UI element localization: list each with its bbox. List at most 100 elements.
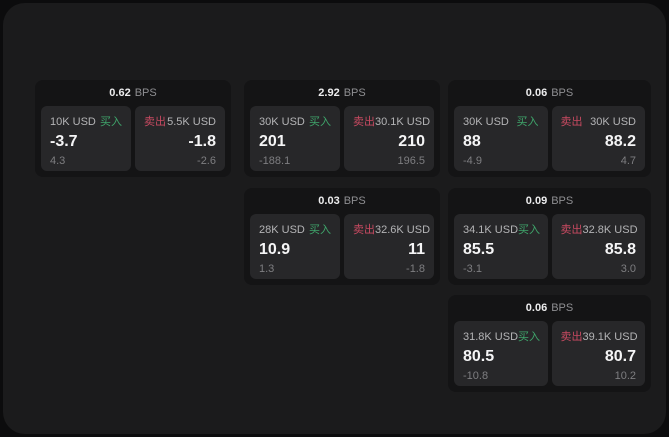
quotes-panel: 0.62 BPS 10K USD 买入 -3.7 4.3 卖出 5.5K USD [3, 3, 666, 434]
bps-value: 0.06 [525, 87, 548, 99]
buy-tile-header: 28K USD 买入 [259, 221, 331, 237]
buy-amount: 30K USD [463, 116, 509, 128]
bps-header: 2.92 BPS [244, 80, 440, 106]
quote-body: 10K USD 买入 -3.7 4.3 卖出 5.5K USD -1.8 -2.… [35, 106, 231, 177]
sell-tile-header: 卖出 39.1K USD [560, 328, 638, 344]
bps-value: 0.62 [109, 87, 131, 99]
sell-tile[interactable]: 卖出 32.8K USD 85.8 3.0 [551, 214, 645, 279]
buy-tile[interactable]: 31.8K USD 买入 80.5 -10.8 [454, 321, 548, 386]
buy-delta: -188.1 [259, 155, 291, 167]
sell-tile[interactable]: 卖出 5.5K USD -1.8 -2.6 [135, 106, 225, 171]
sell-price: 11 [408, 241, 425, 258]
buy-amount: 31.8K USD [463, 331, 519, 343]
sell-delta: 4.7 [620, 155, 636, 167]
bps-unit-label: BPS [551, 195, 574, 207]
quote-body: 30K USD 买入 201 -188.1 卖出 30.1K USD 210 1… [244, 106, 440, 177]
sell-amount: 32.6K USD [375, 224, 431, 236]
sell-side-label: 卖出 [560, 224, 583, 236]
quote-card-3: 0.06 BPS 30K USD 买入 88 -4.9 卖出 30K USD [448, 80, 651, 177]
buy-delta: 4.3 [50, 155, 66, 167]
buy-delta: -3.1 [463, 263, 482, 275]
sell-side-label: 卖出 [353, 224, 375, 236]
bps-header: 0.09 BPS [448, 188, 651, 214]
bps-unit-label: BPS [551, 302, 574, 314]
buy-tile-header: 30K USD 买入 [259, 113, 331, 129]
buy-delta: 1.3 [259, 263, 275, 275]
quote-body: 31.8K USD 买入 80.5 -10.8 卖出 39.1K USD 80.… [448, 321, 651, 392]
buy-tile-header: 30K USD 买入 [463, 113, 539, 129]
sell-price: 88.2 [604, 133, 636, 150]
buy-tile[interactable]: 30K USD 买入 201 -188.1 [250, 106, 340, 171]
buy-amount: 34.1K USD [463, 224, 519, 236]
buy-delta: -4.9 [463, 155, 482, 167]
buy-price: 201 [259, 133, 286, 150]
sell-price: 210 [398, 133, 425, 150]
sell-amount: 30.1K USD [375, 116, 431, 128]
sell-price: 85.8 [604, 241, 636, 258]
sell-tile[interactable]: 卖出 39.1K USD 80.7 10.2 [551, 321, 645, 386]
buy-tile[interactable]: 10K USD 买入 -3.7 4.3 [41, 106, 131, 171]
buy-side-label: 买入 [309, 224, 331, 236]
sell-delta: -1.8 [406, 263, 425, 275]
bps-unit-label: BPS [343, 195, 366, 207]
buy-tile[interactable]: 28K USD 买入 10.9 1.3 [250, 214, 340, 279]
sell-tile[interactable]: 卖出 30K USD 88.2 4.7 [551, 106, 645, 171]
bps-header: 0.62 BPS [35, 80, 231, 106]
buy-price: 80.5 [463, 348, 495, 365]
bps-value: 2.92 [318, 87, 340, 99]
buy-tile[interactable]: 34.1K USD 买入 85.5 -3.1 [454, 214, 548, 279]
buy-amount: 28K USD [259, 224, 305, 236]
sell-side-label: 卖出 [144, 116, 166, 128]
sell-tile-header: 卖出 30K USD [561, 113, 637, 129]
sell-tile-header: 卖出 32.6K USD [353, 221, 430, 237]
sell-tile[interactable]: 卖出 32.6K USD 11 -1.8 [344, 214, 434, 279]
sell-delta: 3.0 [620, 263, 636, 275]
buy-price: 10.9 [259, 241, 291, 258]
quote-card-1: 0.62 BPS 10K USD 买入 -3.7 4.3 卖出 5.5K USD [35, 80, 231, 177]
sell-amount: 39.1K USD [582, 331, 638, 343]
bps-header: 0.06 BPS [448, 295, 651, 321]
sell-tile-header: 卖出 30.1K USD [353, 113, 430, 129]
bps-value: 0.09 [525, 195, 548, 207]
sell-side-label: 卖出 [560, 116, 583, 128]
sell-price: -1.8 [188, 133, 216, 150]
sell-tile[interactable]: 卖出 30.1K USD 210 196.5 [344, 106, 434, 171]
buy-side-label: 买入 [518, 224, 541, 236]
buy-price: 88 [463, 133, 481, 150]
sell-amount: 32.8K USD [582, 224, 638, 236]
sell-tile-header: 卖出 5.5K USD [144, 113, 216, 129]
buy-side-label: 买入 [518, 331, 541, 343]
bps-unit-label: BPS [551, 87, 574, 99]
quote-card-2: 2.92 BPS 30K USD 买入 201 -188.1 卖出 30.1K U… [244, 80, 440, 177]
sell-side-label: 卖出 [353, 116, 375, 128]
buy-tile-header: 10K USD 买入 [50, 113, 122, 129]
sell-delta: -2.6 [197, 155, 216, 167]
buy-side-label: 买入 [516, 116, 539, 128]
buy-price: -3.7 [50, 133, 78, 150]
sell-price: 80.7 [604, 348, 636, 365]
bps-header: 0.06 BPS [448, 80, 651, 106]
quote-body: 34.1K USD 买入 85.5 -3.1 卖出 32.8K USD 85.8… [448, 214, 651, 285]
buy-price: 85.5 [463, 241, 495, 258]
quote-body: 28K USD 买入 10.9 1.3 卖出 32.6K USD 11 -1.8 [244, 214, 440, 285]
bps-header: 0.03 BPS [244, 188, 440, 214]
buy-delta: -10.8 [463, 370, 489, 382]
bps-value: 0.06 [525, 302, 548, 314]
sell-side-label: 卖出 [560, 331, 583, 343]
bps-unit-label: BPS [134, 87, 157, 99]
sell-amount: 30K USD [590, 116, 636, 128]
buy-amount: 10K USD [50, 116, 96, 128]
quote-card-4: 0.03 BPS 28K USD 买入 10.9 1.3 卖出 32.6K USD [244, 188, 440, 285]
quote-body: 30K USD 买入 88 -4.9 卖出 30K USD 88.2 4.7 [448, 106, 651, 177]
sell-amount: 5.5K USD [167, 116, 216, 128]
buy-tile-header: 34.1K USD 买入 [463, 221, 541, 237]
buy-side-label: 买入 [100, 116, 122, 128]
quote-card-5: 0.09 BPS 34.1K USD 买入 85.5 -3.1 卖出 32.8K … [448, 188, 651, 285]
sell-delta: 196.5 [397, 155, 425, 167]
buy-tile-header: 31.8K USD 买入 [463, 328, 541, 344]
buy-amount: 30K USD [259, 116, 305, 128]
bps-unit-label: BPS [343, 87, 366, 99]
buy-tile[interactable]: 30K USD 买入 88 -4.9 [454, 106, 548, 171]
sell-delta: 10.2 [614, 370, 636, 382]
